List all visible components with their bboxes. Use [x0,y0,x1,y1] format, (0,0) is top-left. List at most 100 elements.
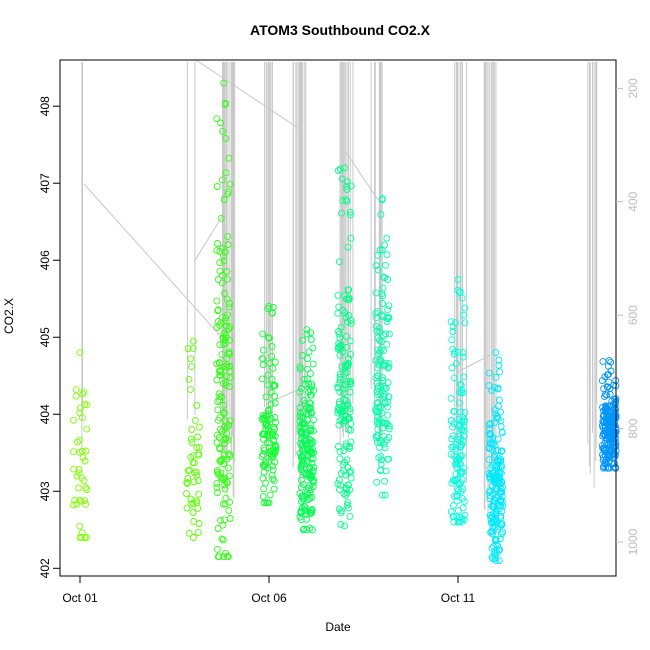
data-point [215,390,223,398]
data-point [221,100,229,107]
data-point [306,435,314,443]
data-point [76,436,84,444]
data-point [81,497,89,505]
data-point [76,404,84,412]
data-point [220,440,228,447]
data-point [336,165,344,173]
data-point [345,360,353,368]
data-point [268,446,276,454]
data-point [485,488,493,496]
data-point [460,373,468,381]
data-point [382,330,390,338]
data-point [224,188,232,196]
data-point [303,375,311,383]
data-point [309,344,317,352]
data-point [222,314,230,322]
data-point [459,437,467,445]
data-point [334,309,342,317]
data-point [259,330,267,338]
data-point [297,507,305,515]
data-point [193,497,200,505]
data-point [492,349,500,357]
data-point [485,470,493,478]
data-point [187,453,195,461]
data-point [303,410,311,418]
data-point [298,384,305,392]
data-point [218,176,226,184]
data-point [375,350,383,357]
data-point [69,416,77,424]
data-point [375,324,383,332]
data-point [219,500,227,508]
data-point [485,421,493,428]
data-point [303,326,311,334]
data-point [225,325,233,333]
data-point [493,461,501,469]
data-point [600,385,608,393]
data-point [216,259,224,267]
data-point [75,466,83,474]
data-point [461,319,469,327]
data-point [342,491,350,499]
data-point [451,374,458,382]
data-point [379,284,387,292]
data-point [267,388,275,396]
data-points [69,79,620,565]
data-point [383,234,391,242]
data-point [453,492,461,500]
data-point [183,478,191,486]
data-point [305,348,313,356]
data-point [218,271,226,279]
data-point [194,529,202,537]
data-point [225,506,233,514]
data-point [336,455,344,463]
data-point [217,366,225,374]
data-point [270,382,278,390]
data-point [184,345,192,352]
data-point [383,251,391,259]
data-point [346,337,354,345]
data-point [449,345,457,353]
data-point [310,386,318,394]
data-point [345,354,352,362]
data-point [344,286,352,294]
data-point [260,485,268,493]
data-point [496,535,504,543]
data-point [461,304,469,312]
data-point [297,452,305,460]
data-point [221,290,229,297]
data-point [605,433,613,441]
data-point [601,393,608,401]
data-point [338,363,346,371]
y-tick-label: 407 [38,173,52,193]
plot-frame [59,59,617,577]
data-point [454,518,462,526]
data-point [448,443,456,451]
data-point [378,338,385,345]
right-tick-label: 800 [626,418,640,438]
data-point [223,275,231,283]
data-point [490,474,498,482]
data-point [489,523,497,531]
data-point [337,407,345,415]
data-point [486,424,494,432]
right-tick-label: 600 [626,305,640,325]
chart-title: ATOM3 Southbound CO2.X [250,22,431,38]
data-point [216,414,224,422]
data-point [303,436,311,444]
data-point [307,329,315,337]
data-point [308,509,316,517]
data-point [494,435,502,443]
data-point [378,424,386,432]
data-point [602,456,610,464]
data-point [215,358,223,366]
data-point [341,361,349,369]
data-point [224,232,232,240]
overlay-connector [193,209,227,263]
overlay-connector [345,151,379,201]
data-point [490,524,498,532]
data-point [78,414,86,422]
data-point [487,420,495,427]
data-point [486,436,494,444]
data-point [342,440,350,448]
